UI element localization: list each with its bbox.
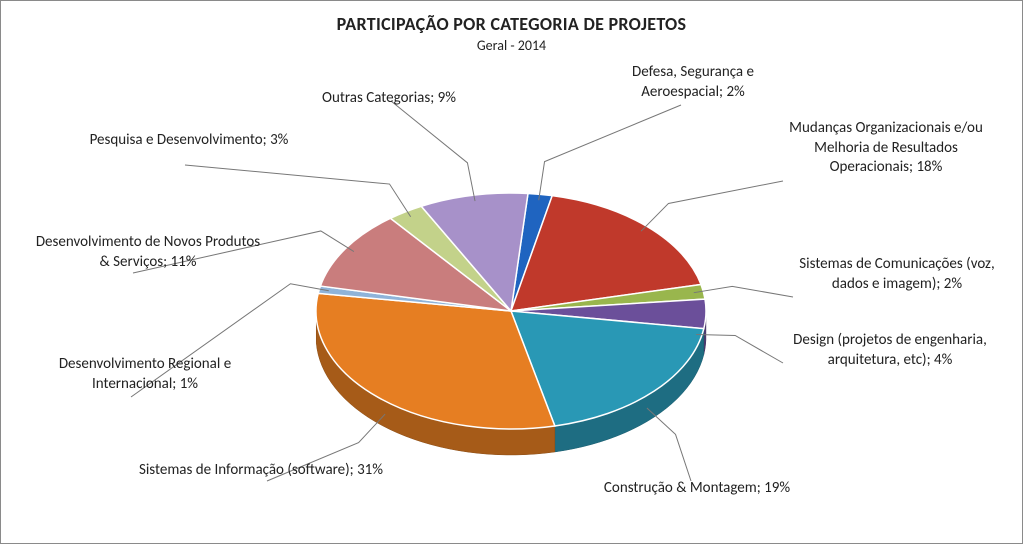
leader-line bbox=[647, 408, 691, 481]
leader-line bbox=[694, 286, 793, 297]
leader-line bbox=[133, 231, 354, 273]
leader-line bbox=[131, 284, 329, 397]
chart-frame: PARTICIPAÇÃO POR CATEGORIA DE PROJETOS G… bbox=[0, 0, 1023, 544]
leader-line bbox=[267, 414, 385, 481]
leader-line bbox=[696, 335, 783, 363]
leader-line bbox=[391, 101, 475, 201]
leader-line bbox=[641, 181, 783, 231]
leader-line bbox=[185, 165, 411, 217]
leader-line bbox=[539, 105, 681, 200]
pie-chart bbox=[1, 1, 1023, 545]
